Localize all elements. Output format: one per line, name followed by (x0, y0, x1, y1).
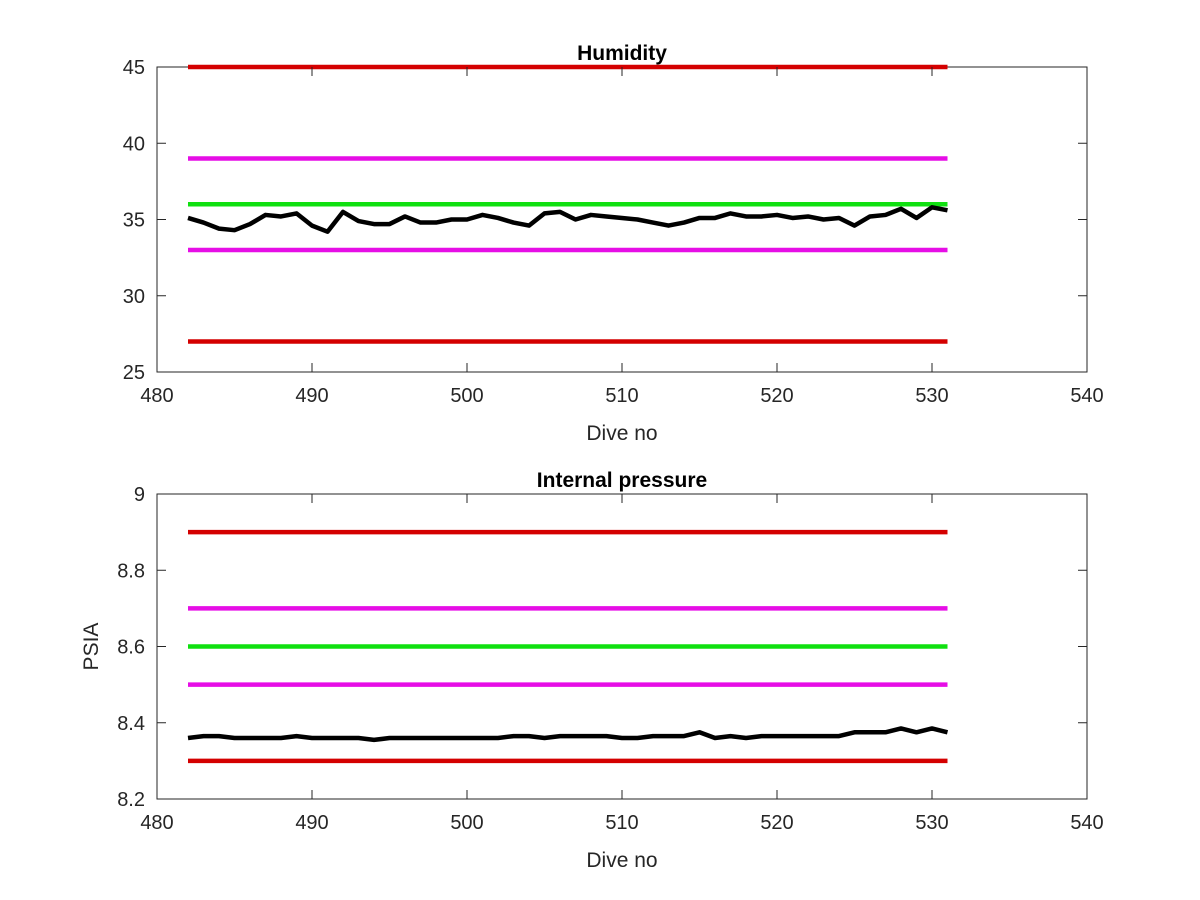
x-axis-label: Dive no (586, 849, 657, 872)
y-tick-label: 8.2 (117, 789, 145, 811)
x-axis-label: Dive no (586, 422, 657, 445)
y-tick-label: 40 (123, 133, 145, 155)
series-line-6 (187, 726, 949, 743)
x-tick-label: 530 (915, 812, 948, 834)
x-tick-label: 540 (1070, 385, 1103, 407)
x-tick-label: 500 (450, 812, 483, 834)
x-tick-label: 540 (1070, 812, 1103, 834)
chart-title: Humidity (577, 42, 667, 65)
y-tick-label: 35 (123, 210, 145, 232)
x-tick-label: 490 (295, 385, 328, 407)
y-tick-label: 30 (123, 286, 145, 308)
internal-pressure-chart: 480 490 500 510 520 530 540 8.2 8.4 8.6 8.8 9 Intern… (80, 469, 1104, 872)
x-tick-label: 480 (140, 385, 173, 407)
chart-title: Internal pressure (537, 469, 707, 492)
x-tick-label: 490 (295, 812, 328, 834)
x-tick-label: 520 (760, 812, 793, 834)
y-axis-label: PSIA (80, 623, 103, 671)
x-tick-label: 510 (605, 812, 638, 834)
x-tick-label: 530 (915, 385, 948, 407)
y-tick-label: 8.6 (117, 637, 145, 659)
x-tick-label: 510 (605, 385, 638, 407)
humidity-chart: 480 490 500 510 520 530 540 25 30 35 40 45 Humidity D… (123, 42, 1104, 445)
y-tick-label: 45 (123, 57, 145, 79)
series-line-6 (187, 205, 948, 234)
y-tick-label: 25 (123, 362, 145, 384)
x-tick-label: 520 (760, 385, 793, 407)
x-tick-label: 500 (450, 385, 483, 407)
x-tick-label: 480 (140, 812, 173, 834)
y-tick-label: 9 (134, 484, 145, 506)
y-tick-label: 8.8 (117, 560, 145, 582)
y-tick-label: 8.4 (117, 713, 145, 735)
